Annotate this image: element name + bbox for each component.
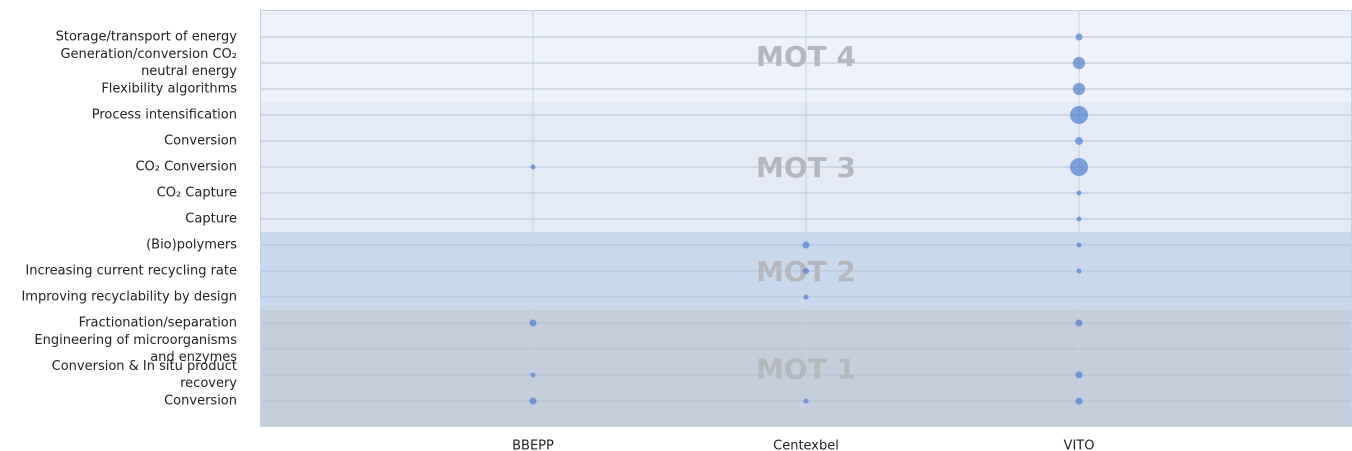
bubble: [530, 372, 536, 378]
x-tick-label: Centexbel: [773, 439, 839, 451]
y-tick-label: (Bio)polymers: [146, 238, 237, 253]
y-tick-label: Conversion & In situ product: [52, 359, 237, 374]
bubble: [529, 319, 537, 327]
bubble: [1075, 397, 1083, 405]
bubble: [1075, 33, 1083, 41]
bubble: [1076, 268, 1082, 274]
band-label: MOT 1: [756, 353, 856, 386]
bubble: [1076, 190, 1082, 196]
y-tick-label: CO₂ Capture: [157, 186, 237, 201]
bubble: [1076, 242, 1082, 248]
y-tick-label: Fractionation/separation: [79, 316, 237, 331]
band-label: MOT 3: [756, 151, 856, 184]
bubble: [529, 397, 537, 405]
bubble: [1069, 105, 1089, 125]
bubble: [1075, 319, 1083, 327]
bubble: [1072, 82, 1086, 96]
y-tick-label: Conversion: [164, 394, 237, 409]
y-tick-label: CO₂ Conversion: [135, 160, 237, 175]
y-tick-label: Capture: [185, 212, 237, 227]
bubble: [1075, 137, 1083, 145]
bubble: [1075, 371, 1083, 379]
y-tick-label: Improving recyclability by design: [21, 290, 237, 305]
y-tick-label: Flexibility algorithms: [101, 82, 237, 97]
y-tick-label: Generation/conversion CO₂: [60, 47, 237, 62]
bubble: [803, 294, 809, 300]
bubble: [803, 398, 809, 404]
y-tick-label: recovery: [180, 376, 237, 391]
y-tick-label: Conversion: [164, 134, 237, 149]
y-tick-label: and enzymes: [150, 350, 237, 365]
bubble: [1076, 216, 1082, 222]
y-tick-label: neutral energy: [141, 64, 237, 79]
bubble: [802, 241, 810, 249]
bubble: [802, 267, 810, 275]
y-tick-label: Process intensification: [92, 108, 237, 123]
y-tick-label: Engineering of microorganisms: [34, 333, 237, 348]
band-label: MOT 4: [756, 40, 856, 73]
y-tick-label: Storage/transport of energy: [56, 30, 238, 45]
bubble: [1069, 157, 1089, 177]
bubble: [1072, 56, 1086, 70]
bubble: [530, 164, 536, 170]
x-tick-label: BBEPP: [512, 439, 554, 451]
x-tick-label: VITO: [1064, 439, 1095, 451]
y-tick-label: Increasing current recycling rate: [25, 264, 237, 279]
